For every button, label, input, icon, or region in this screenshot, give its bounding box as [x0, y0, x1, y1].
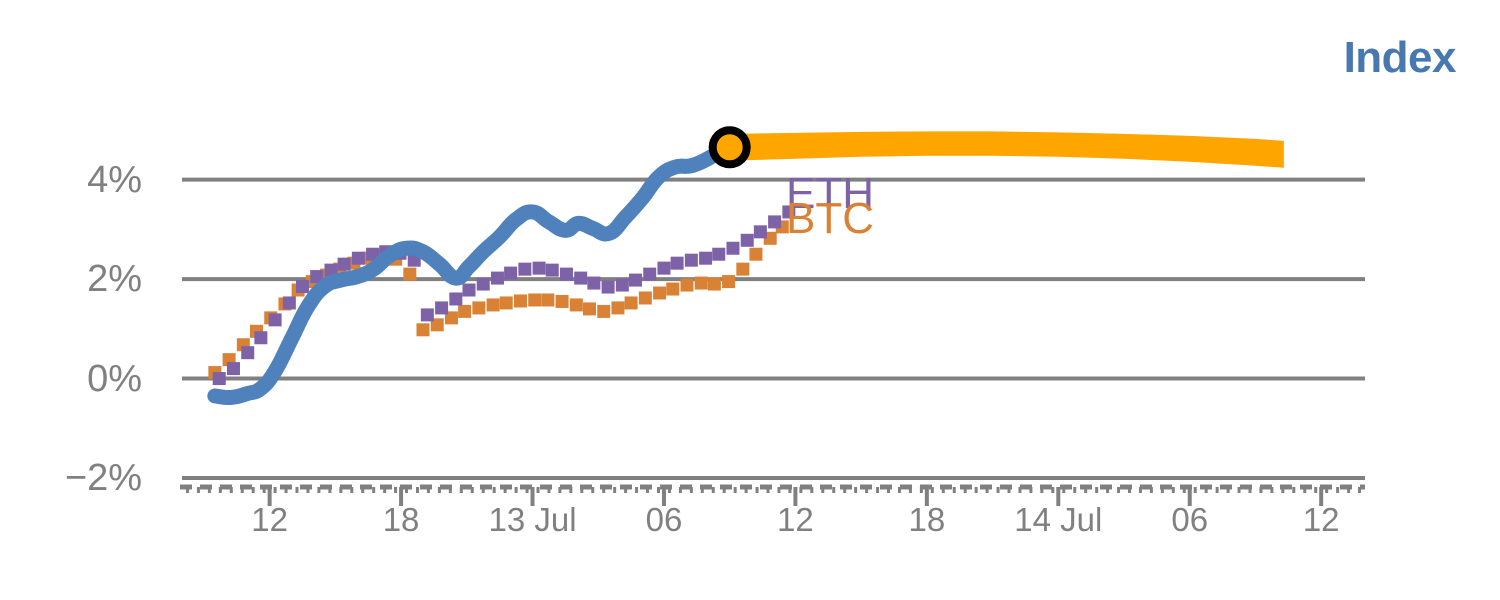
y-tick-label: 0% [87, 357, 142, 400]
dotted-marker [351, 251, 365, 265]
x-tick-label: 06 [645, 501, 683, 538]
forecast-start-marker-circle[interactable] [708, 126, 751, 169]
x-tick-label: 14 Jul [1014, 501, 1103, 538]
dotted-marker [749, 247, 763, 261]
dotted-marker [486, 298, 500, 312]
index-line-path [207, 138, 738, 406]
dotted-marker [310, 270, 324, 284]
dotted-marker [753, 225, 767, 239]
dotted-marker [403, 267, 417, 281]
dotted-marker [628, 273, 642, 287]
x-tick-label: 12 [1302, 501, 1340, 538]
dotted-marker [726, 241, 740, 255]
forecast-start-marker [708, 126, 751, 169]
dotted-marker [712, 247, 726, 261]
x-tick-label: 18 [908, 501, 946, 538]
dotted-marker [430, 318, 444, 332]
series-forecast-band [728, 131, 1284, 168]
dotted-marker [504, 266, 518, 280]
dotted-marker [416, 323, 430, 337]
dotted-marker [615, 278, 629, 292]
dotted-marker [449, 292, 463, 306]
dotted-marker [268, 313, 282, 327]
y-tick-label: 4% [87, 158, 142, 201]
dotted-marker [324, 263, 338, 277]
dotted-marker [587, 276, 601, 290]
dotted-marker [254, 331, 268, 345]
dotted-marker [420, 308, 434, 322]
dotted-marker [282, 296, 296, 310]
dotted-marker [559, 267, 573, 281]
dotted-marker [226, 362, 240, 376]
dotted-marker [499, 296, 513, 310]
series-label-eth: ETH [786, 169, 874, 218]
dotted-marker [666, 282, 680, 296]
x-tick-label: 12 [777, 501, 814, 538]
dotted-marker [528, 293, 542, 307]
chart-title: Index [1343, 33, 1457, 82]
dotted-marker [582, 302, 596, 316]
dotted-marker [337, 257, 351, 271]
dotted-marker [518, 262, 532, 276]
dotted-marker [638, 291, 652, 305]
series-label-btc: BTC [786, 194, 874, 243]
dotted-marker [601, 280, 615, 294]
dotted-marker [569, 298, 583, 312]
dotted-marker [763, 231, 777, 245]
dotted-marker [768, 215, 782, 229]
dotted-marker [513, 294, 527, 308]
x-tick-label: 13 Jul [488, 501, 577, 538]
dotted-marker [490, 271, 504, 285]
dotted-marker [462, 283, 476, 297]
dotted-marker [458, 304, 472, 318]
dotted-marker [541, 293, 555, 307]
dotted-marker [574, 271, 588, 285]
dotted-marker [653, 286, 667, 300]
dotted-marker [657, 261, 671, 275]
y-tick-label: 2% [87, 258, 142, 301]
dotted-marker [212, 372, 226, 386]
dotted-marker [670, 256, 684, 270]
series-index [207, 138, 738, 406]
dotted-marker [532, 261, 546, 275]
dotted-marker [684, 253, 698, 267]
dotted-marker [740, 233, 754, 247]
dotted-marker [694, 276, 708, 290]
dotted-marker [366, 247, 380, 261]
dotted-marker [736, 262, 750, 276]
dotted-marker [597, 304, 611, 318]
x-tick-label: 06 [1171, 501, 1209, 538]
dotted-marker [699, 251, 713, 265]
dotted-marker [680, 278, 694, 292]
dotted-marker [611, 301, 625, 315]
x-tick-label: 12 [251, 501, 288, 538]
dotted-marker [472, 301, 486, 315]
x-tick-label: 18 [382, 501, 420, 538]
dotted-marker [435, 301, 449, 315]
dotted-marker [624, 296, 638, 310]
gridlines [182, 177, 1365, 480]
dotted-marker [782, 205, 796, 219]
dotted-marker [643, 267, 657, 281]
dotted-marker [555, 294, 569, 308]
forecast-band-shape [728, 131, 1284, 168]
dotted-marker [241, 346, 255, 360]
dotted-marker [707, 277, 721, 291]
dotted-marker [545, 263, 559, 277]
dotted-marker [476, 277, 490, 291]
y-tick-label: −2% [64, 457, 142, 499]
dotted-marker [444, 311, 458, 325]
dotted-marker [295, 280, 309, 294]
dotted-marker [722, 275, 736, 289]
